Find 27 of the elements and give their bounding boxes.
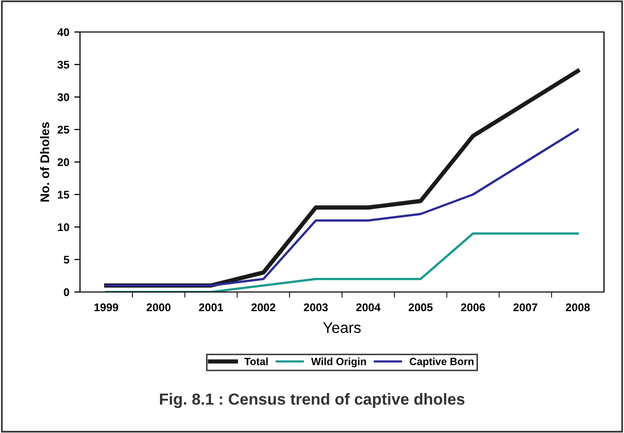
x-tick-label: 1999 bbox=[94, 303, 118, 312]
y-tick-label: 20 bbox=[58, 158, 70, 166]
x-tick-label: 2008 bbox=[566, 303, 590, 312]
x-tick-label: 2005 bbox=[408, 303, 433, 312]
x-tick-label: 2001 bbox=[199, 303, 224, 312]
x-tick-label: 2006 bbox=[461, 303, 485, 312]
y-tick-label: 15 bbox=[58, 190, 70, 199]
line-series bbox=[105, 128, 579, 287]
x-tick-label: 2002 bbox=[251, 303, 276, 312]
line-series bbox=[105, 232, 579, 292]
x-tick-label: 2007 bbox=[513, 303, 538, 312]
legend-label: Wild Origin bbox=[311, 358, 366, 368]
x-tick-label: 2004 bbox=[356, 303, 380, 312]
x-axis-title: Years bbox=[323, 322, 361, 334]
y-axis-title: No. of Dholes bbox=[40, 122, 50, 202]
legend-label: Total bbox=[244, 358, 268, 366]
y-tick-label: 30 bbox=[57, 93, 70, 102]
x-tick-label: 2003 bbox=[304, 303, 328, 312]
y-tick-label: 35 bbox=[57, 60, 70, 69]
y-tick-label: 40 bbox=[57, 28, 70, 36]
y-tick-label: 0 bbox=[64, 288, 70, 296]
legend-label: Captive Born bbox=[410, 358, 474, 368]
y-tick-label: 10 bbox=[58, 223, 70, 232]
x-tick-label: 2000 bbox=[146, 303, 171, 312]
y-tick-label: 5 bbox=[64, 256, 70, 264]
y-tick-label: 25 bbox=[58, 126, 70, 134]
caption: Fig. 8.1 : Census trend of captive dholes bbox=[160, 393, 464, 408]
